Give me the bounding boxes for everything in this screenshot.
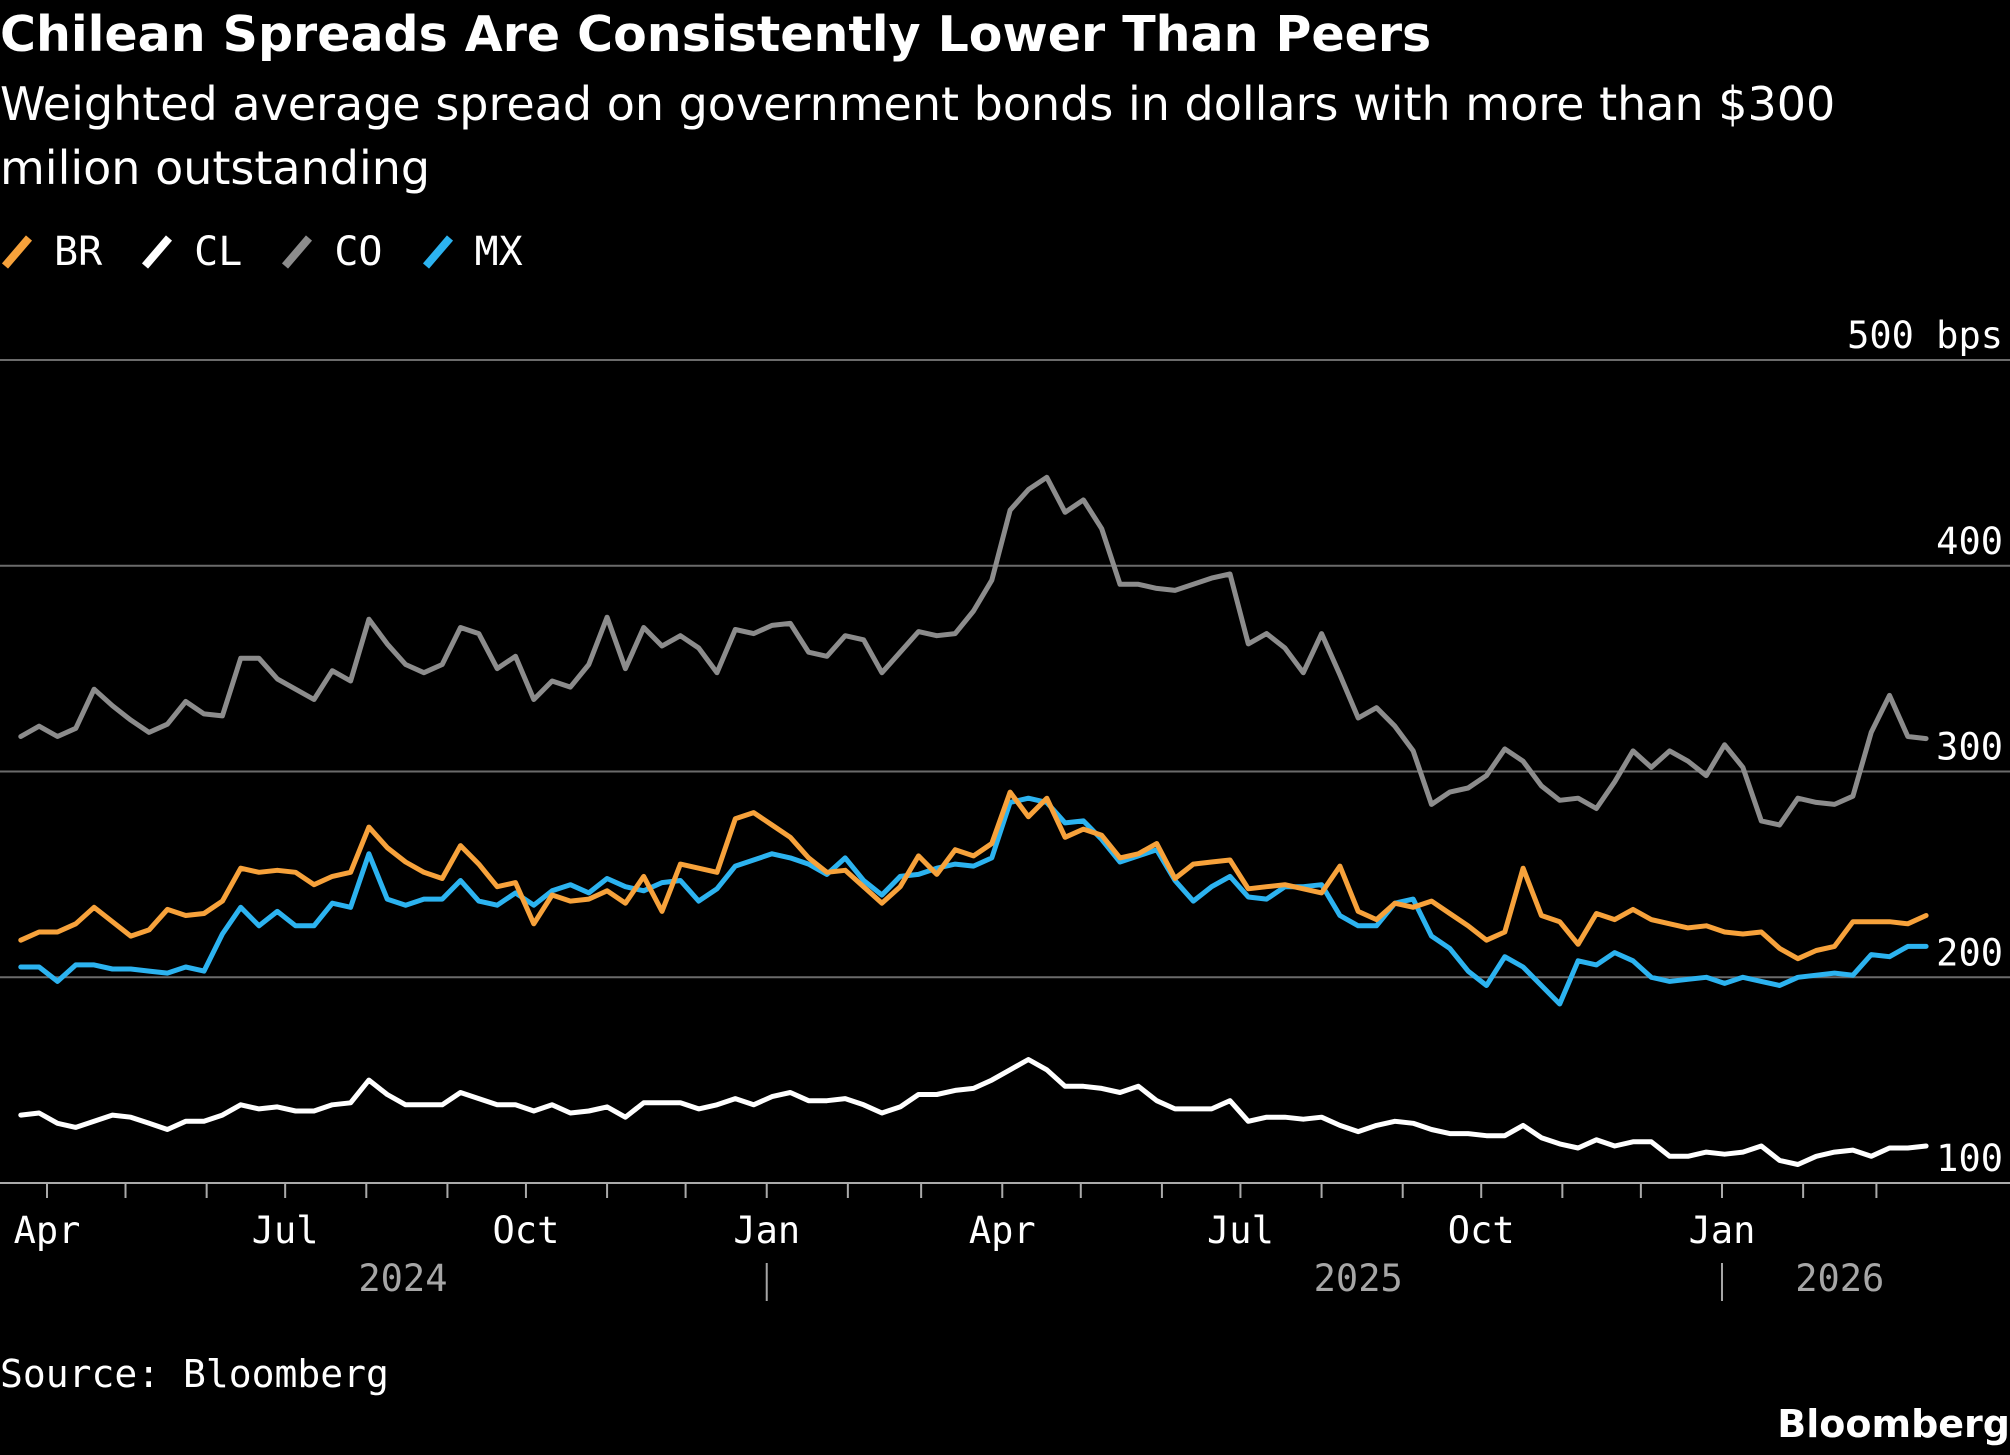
source-note: Source: Bloomberg xyxy=(0,1352,389,1396)
legend-label-mx: MX xyxy=(474,229,523,275)
legend-item-co: CO xyxy=(280,229,383,275)
y-tick-label-100: 100 xyxy=(1936,1137,2003,1180)
chart-subtitle: Weighted average spread on government bo… xyxy=(0,77,1836,195)
legend: BR CL CO MX xyxy=(0,226,561,278)
y-tick-label-200: 200 xyxy=(1936,931,2003,974)
y-tick-label-500: 500 bps xyxy=(1847,314,2003,357)
legend-label-br: BR xyxy=(54,229,103,275)
x-tick-label-12: Apr xyxy=(969,1209,1036,1252)
chart-title: Chilean Spreads Are Consistently Lower T… xyxy=(0,6,1432,63)
x-tick-label-9: Jan xyxy=(733,1209,800,1252)
y-tick-label-300: 300 xyxy=(1936,726,2003,769)
year-label-2026: 2026 xyxy=(1795,1257,1884,1300)
year-label-2025: 2025 xyxy=(1314,1257,1403,1300)
series-line-mx xyxy=(18,795,1929,1007)
legend-swatch-co xyxy=(282,235,313,269)
legend-item-cl: CL xyxy=(140,229,242,275)
legend-label-cl: CL xyxy=(194,229,243,275)
legend-item-br: BR xyxy=(0,229,102,275)
series-line-cl xyxy=(18,1057,1929,1167)
x-tick-label-21: Jan xyxy=(1689,1209,1756,1252)
series-line-br xyxy=(18,789,1929,962)
legend-label-co: CO xyxy=(334,229,383,275)
legend-swatch-mx xyxy=(422,235,453,269)
legend-swatch-cl xyxy=(142,235,173,269)
x-tick-label-15: Jul xyxy=(1207,1209,1274,1252)
legend-item-mx: MX xyxy=(421,229,523,275)
x-tick-label-6: Oct xyxy=(493,1209,560,1252)
year-label-2024: 2024 xyxy=(358,1257,447,1300)
bloomberg-logo: Bloomberg xyxy=(1777,1402,2010,1446)
y-tick-label-400: 400 xyxy=(1936,520,2003,563)
series-line-co xyxy=(18,474,1929,828)
x-tick-label-3: Jul xyxy=(252,1209,319,1252)
x-tick-label-0: Apr xyxy=(14,1209,81,1252)
x-tick-label-18: Oct xyxy=(1448,1209,1515,1252)
legend-swatch-br xyxy=(1,235,33,269)
